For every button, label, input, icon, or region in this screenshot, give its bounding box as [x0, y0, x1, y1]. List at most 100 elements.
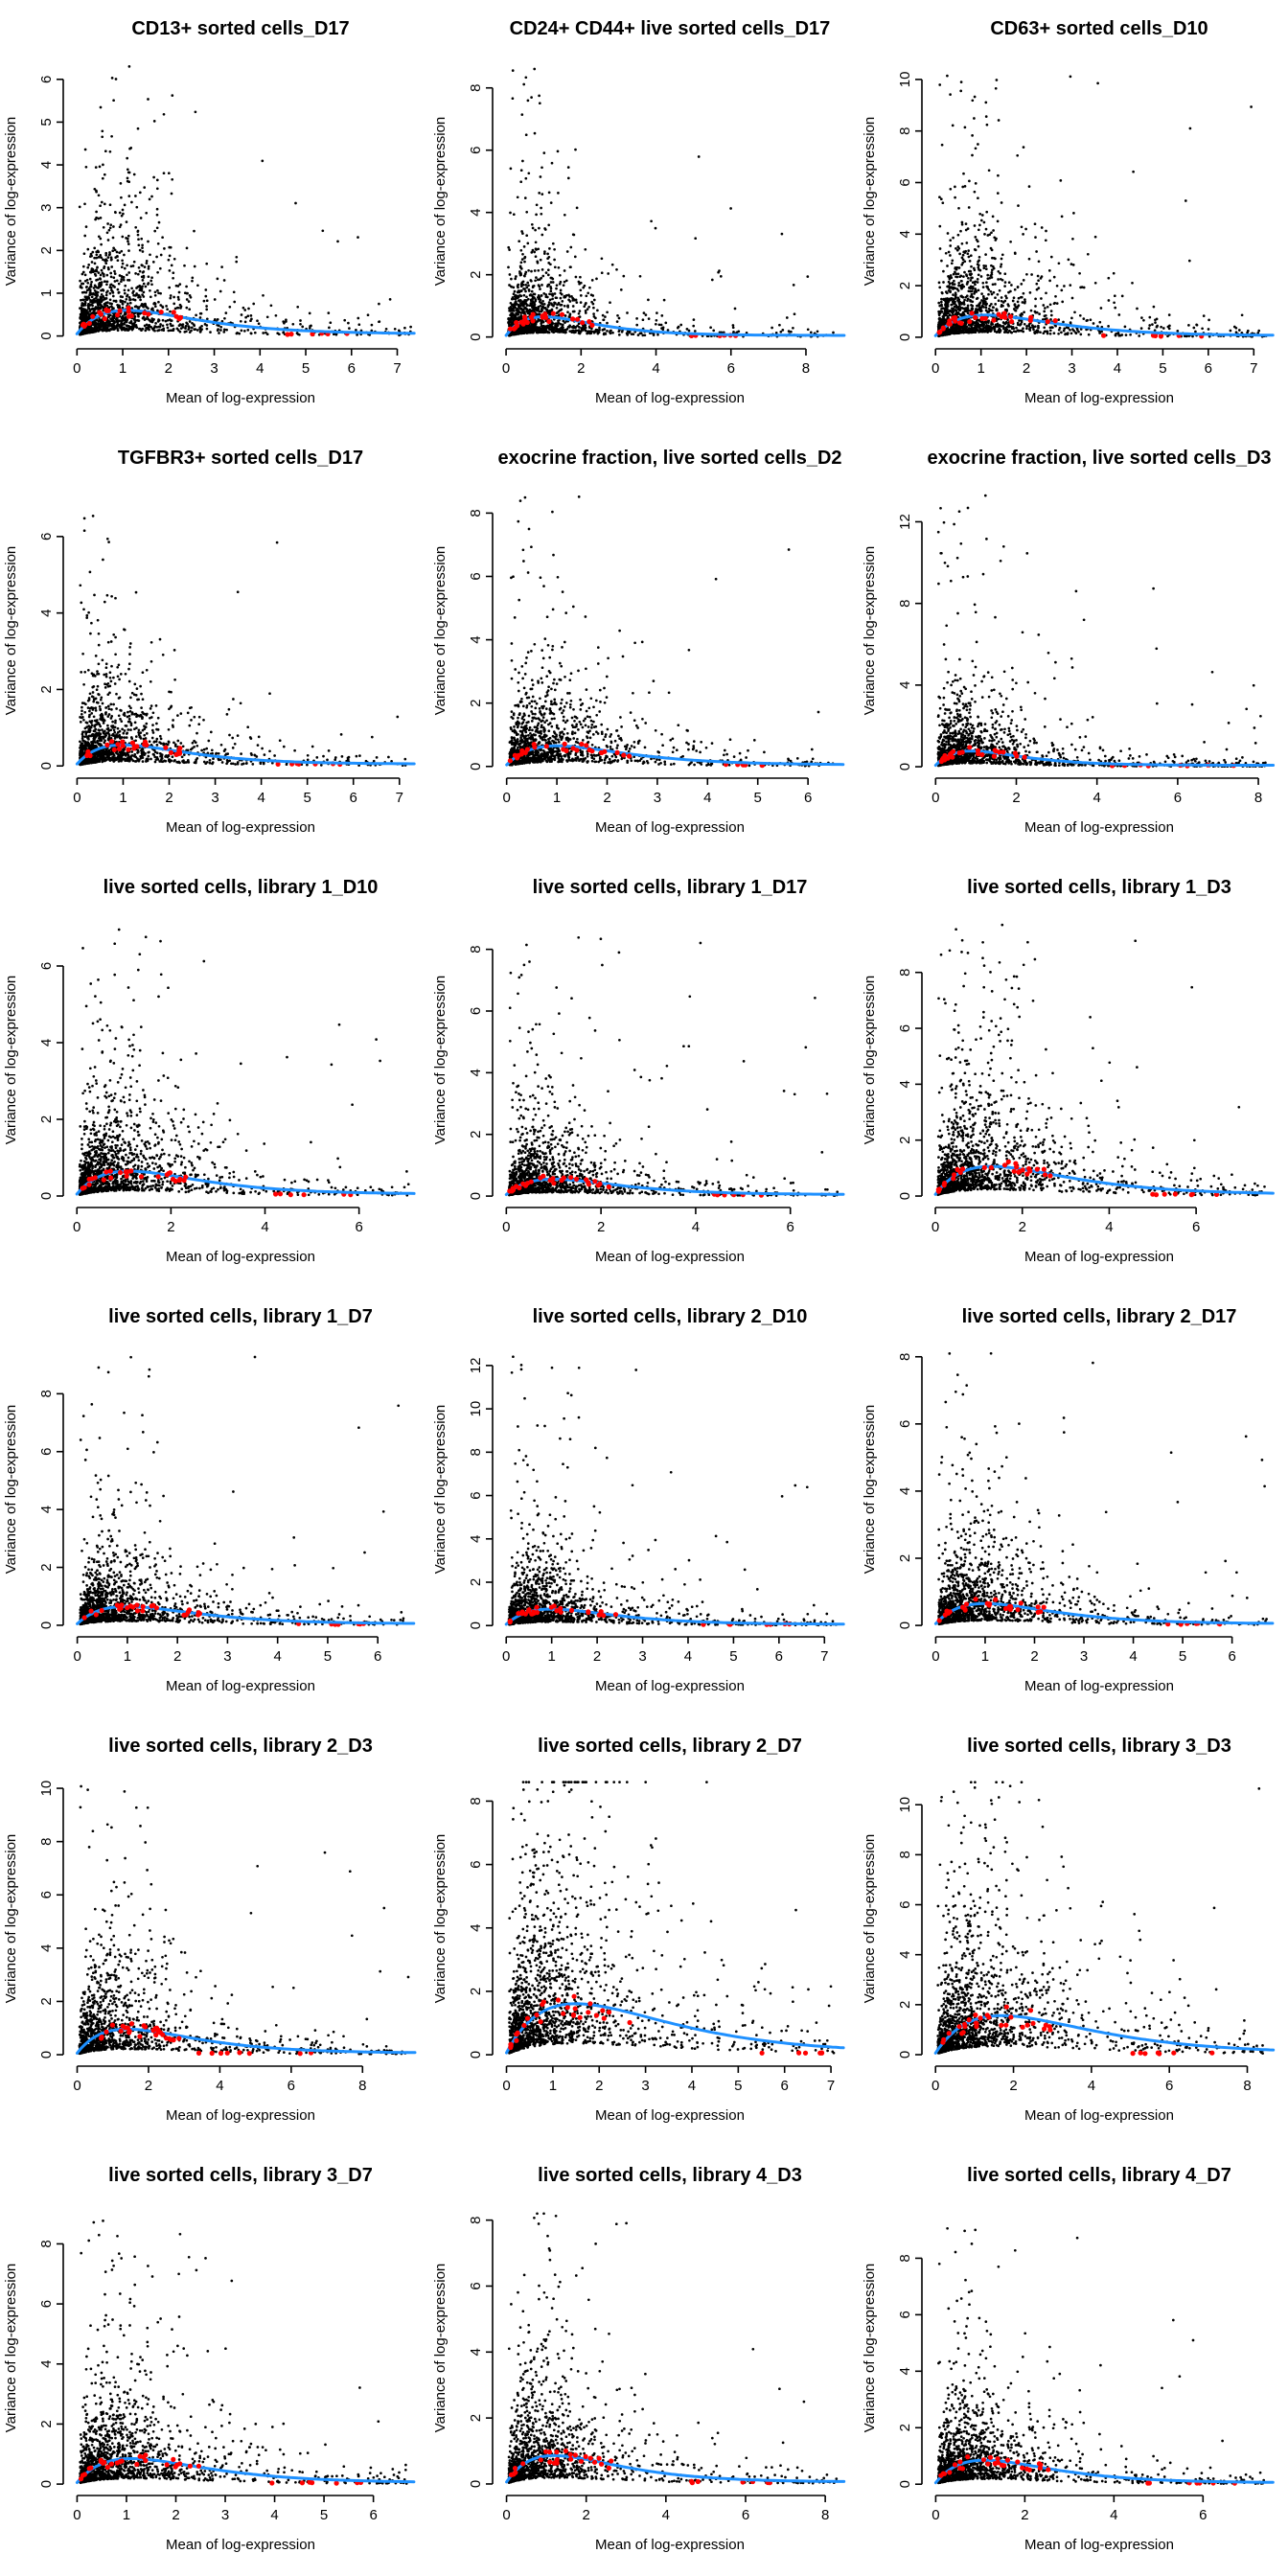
y-tick-label: 4 — [897, 2367, 913, 2375]
trend-line — [504, 315, 846, 337]
chart-title: CD63+ sorted cells_D10 — [990, 18, 1208, 39]
x-tick-label: 2 — [1021, 2507, 1028, 2523]
x-tick-label: 5 — [1179, 1648, 1186, 1665]
x-tick-label: 2 — [1009, 2078, 1017, 2094]
y-tick-label: 0 — [468, 1192, 484, 1200]
y-tick-label: 6 — [468, 147, 484, 154]
trend-line — [933, 749, 1276, 768]
y-tick-label: 0 — [468, 1622, 484, 1629]
y-tick-label: 0 — [468, 333, 484, 340]
x-tick-label: 4 — [1114, 360, 1121, 377]
y-axis-label: Variance of log-expression — [3, 117, 19, 286]
x-axis-label: Mean of log-expression — [595, 1249, 745, 1265]
x-tick-label: 2 — [595, 2078, 603, 2094]
x-tick-label: 6 — [374, 1648, 381, 1665]
x-tick-label: 2 — [583, 2507, 590, 2523]
y-tick-label: 2 — [468, 2414, 484, 2422]
y-tick-label: 6 — [38, 1891, 55, 1898]
mean-variance-plot: 0 1 2 3 4 5 6 0 2 4 6 8 live sorted cells, library 2… — [862, 1306, 1275, 1694]
chart-title: live sorted cells, library 3_D3 — [967, 1736, 1231, 1757]
trend-line — [505, 2453, 846, 2484]
spikein-points-tail — [1130, 2050, 1215, 2057]
y-tick-label: 0 — [468, 763, 484, 770]
x-tick-label: 4 — [261, 1219, 268, 1235]
trend-line — [933, 2458, 1275, 2485]
y-tick-label: 5 — [38, 118, 55, 126]
mean-variance-plot: 0 1 2 3 4 5 6 7 0 2 4 6 8 10 CD63+ sorted cells_D10 Mea… — [862, 18, 1275, 406]
y-tick-label: 0 — [897, 1622, 913, 1629]
x-tick-label: 0 — [932, 1219, 939, 1235]
y-tick-label: 2 — [38, 246, 55, 254]
spikein-points-cluster — [940, 2004, 1053, 2045]
spikein-points-tail — [269, 2479, 364, 2486]
gene-points — [79, 1355, 405, 1626]
mean-variance-plot: 0 2 4 6 8 0 2 4 6 8 10 live sorted cells, library 2… — [3, 1736, 417, 2124]
y-axis-label: Variance of log-expression — [432, 546, 448, 715]
gene-points — [936, 1781, 1264, 2055]
x-tick-label: 6 — [1205, 360, 1212, 377]
spikein-points-cluster — [78, 2452, 202, 2482]
chart-title: live sorted cells, library 2_D7 — [538, 1736, 802, 1757]
x-tick-label: 0 — [73, 2078, 80, 2094]
y-tick-label: 4 — [897, 681, 913, 689]
y-tick-label: 12 — [468, 1358, 484, 1374]
spikein-points-cluster — [508, 1993, 632, 2051]
mean-variance-plot: 0 2 4 6 0 2 4 6 live sorted cells, library 1_D10… — [3, 877, 416, 1265]
x-axis-label: Mean of log-expression — [166, 819, 315, 836]
x-tick-label: 4 — [684, 1648, 692, 1665]
y-tick-label: 1 — [38, 289, 55, 297]
x-tick-label: 4 — [688, 2078, 696, 2094]
x-tick-label: 6 — [288, 2078, 295, 2094]
gene-points — [78, 928, 410, 1197]
y-tick-label: 8 — [38, 2240, 55, 2247]
y-tick-label: 10 — [897, 72, 913, 88]
x-tick-label: 8 — [358, 2078, 366, 2094]
x-tick-label: 8 — [1243, 2078, 1251, 2094]
spikein-points-cluster — [508, 2448, 614, 2477]
chart-title: live sorted cells, library 4_D7 — [967, 2165, 1231, 2186]
x-tick-label: 2 — [165, 360, 172, 377]
x-tick-label: 5 — [1159, 360, 1166, 377]
x-axis-label: Mean of log-expression — [595, 1678, 745, 1694]
y-tick-label: 8 — [897, 969, 913, 977]
x-tick-label: 4 — [274, 1648, 282, 1665]
x-tick-label: 6 — [1192, 1219, 1200, 1235]
spikein-points-tail — [1101, 333, 1205, 339]
chart-title: live sorted cells, library 2_D3 — [108, 1736, 373, 1757]
x-tick-label: 5 — [754, 790, 762, 806]
x-tick-label: 1 — [981, 1648, 989, 1665]
x-tick-label: 1 — [547, 1648, 555, 1665]
y-tick-label: 2 — [468, 1578, 484, 1586]
y-tick-label: 0 — [897, 2480, 913, 2488]
gene-points — [507, 67, 836, 338]
trend-line — [75, 309, 416, 335]
chart-title: TGFBR3+ sorted cells_D17 — [118, 448, 363, 469]
gene-points — [79, 2220, 408, 2485]
x-tick-label: 2 — [597, 1219, 605, 1235]
y-tick-label: 6 — [468, 1007, 484, 1015]
y-tick-label: 4 — [897, 230, 913, 238]
spikein-points-cluster — [84, 739, 183, 759]
gene-points — [78, 1784, 410, 2056]
x-tick-label: 0 — [73, 360, 80, 377]
chart-title: live sorted cells, library 1_D3 — [967, 877, 1231, 898]
y-tick-label: 4 — [897, 1951, 913, 1959]
x-tick-label: 2 — [1012, 790, 1020, 806]
x-axis-label: Mean of log-expression — [595, 2537, 745, 2553]
x-tick-label: 3 — [641, 2078, 649, 2094]
x-tick-label: 0 — [502, 2078, 510, 2094]
spikein-points-tail — [711, 1191, 765, 1198]
trend-line — [76, 2027, 417, 2055]
y-tick-label: 8 — [897, 1851, 913, 1858]
mean-variance-plot: 0 2 4 6 8 0 2 4 6 8 CD24+ CD44+ live sorted cells_… — [432, 18, 846, 406]
y-tick-label: 4 — [468, 209, 484, 217]
y-tick-label: 2 — [38, 1563, 55, 1571]
x-axis-label: Mean of log-expression — [1024, 1678, 1174, 1694]
x-tick-label: 4 — [1110, 2507, 1117, 2523]
x-tick-label: 6 — [350, 790, 357, 806]
y-tick-label: 2 — [38, 1997, 55, 2005]
y-tick-label: 3 — [38, 204, 55, 212]
y-tick-label: 6 — [468, 572, 484, 580]
x-tick-label: 4 — [1129, 1648, 1137, 1665]
